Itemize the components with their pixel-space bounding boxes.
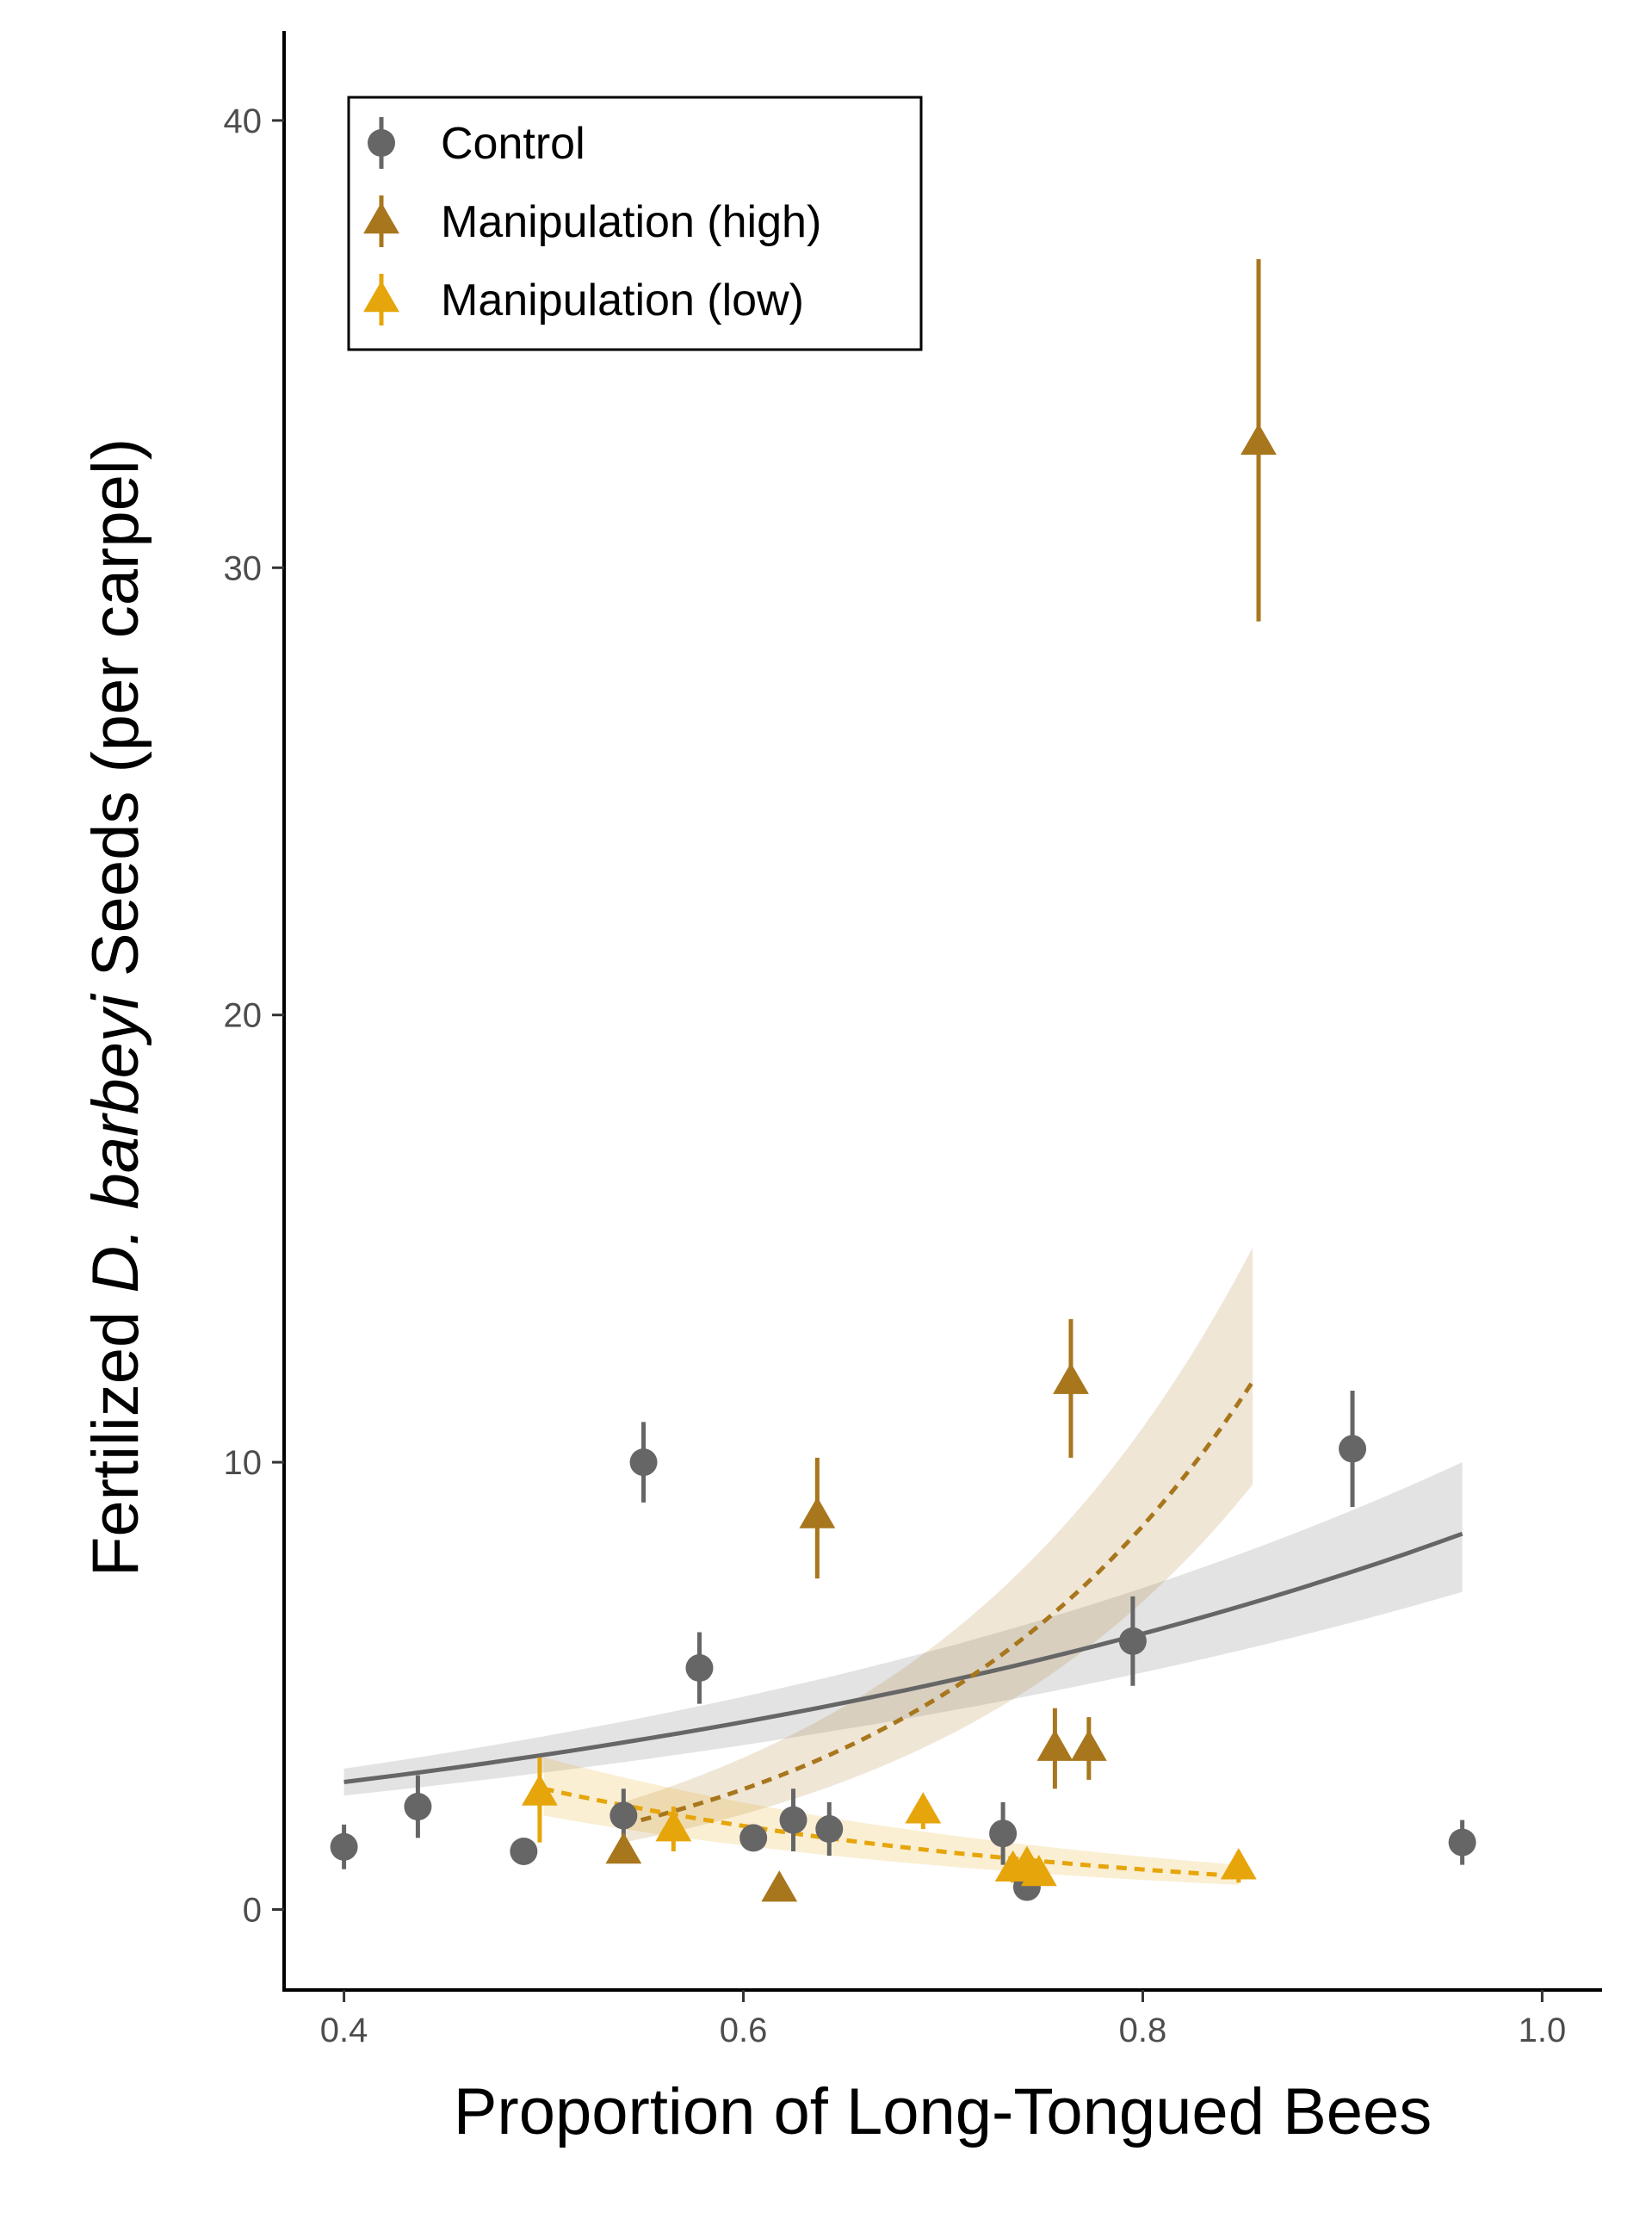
y-tick-label: 10 xyxy=(224,1444,263,1482)
y-ticks: 0 10 20 30 40 xyxy=(224,102,284,1930)
axes xyxy=(282,31,1602,1992)
legend-box xyxy=(347,96,923,351)
y-tick-label: 0 xyxy=(243,1892,262,1930)
confidence-ribbon-manipulation-high xyxy=(623,1247,1253,1843)
data-point-manipulation-low xyxy=(655,1810,692,1842)
data-point-control xyxy=(404,1793,432,1821)
data-point-control xyxy=(989,1820,1018,1848)
legend-key-manipulation-high xyxy=(363,202,399,234)
data-point-control xyxy=(739,1824,768,1852)
data-point-manipulation-high xyxy=(1070,1729,1107,1761)
data-point-manipulation-high xyxy=(605,1832,642,1864)
x-tick-label: 1.0 xyxy=(1519,2012,1567,2049)
data-point-control xyxy=(330,1832,358,1861)
data-point-control xyxy=(510,1837,538,1865)
data-point-manipulation-high xyxy=(1036,1729,1073,1761)
legend-key-manipulation-low xyxy=(363,281,399,313)
legend-label-manipulation-low: Manipulation (low) xyxy=(441,276,804,325)
data-point-manipulation-low xyxy=(522,1774,558,1806)
data-point-manipulation-high xyxy=(799,1497,836,1528)
legend-label-manipulation-high: Manipulation (high) xyxy=(441,197,821,247)
x-tick-label: 0.6 xyxy=(720,2012,768,2049)
fit-ribbons xyxy=(343,1247,1463,1885)
data-point-manipulation-low xyxy=(1020,1854,1057,1887)
fit-line-manipulation-low xyxy=(543,1786,1239,1879)
y-axis-title: Fertilized D. barbeyi Seeds (per carpel) xyxy=(79,438,152,1577)
y-axis-title-part-1: Fertilized xyxy=(79,1293,152,1577)
x-ticks: 0.4 0.6 0.8 1.0 xyxy=(320,1990,1566,2049)
x-axis-title: Proportion of Long-Tongued Bees xyxy=(454,2075,1432,2148)
x-tick-label: 0.4 xyxy=(320,2012,368,2049)
data-point-manipulation-high xyxy=(1053,1362,1089,1394)
y-tick-label: 40 xyxy=(224,102,263,140)
error-bars xyxy=(342,258,1465,1896)
data-point-manipulation-low xyxy=(905,1792,942,1824)
fit-line-control xyxy=(343,1531,1463,1784)
confidence-ribbon-manipulation-low xyxy=(543,1757,1239,1885)
fit-line-manipulation-high xyxy=(622,1380,1255,1827)
legend-key-control xyxy=(368,129,395,157)
y-axis-title-part-3: Seeds (per carpel) xyxy=(79,438,152,995)
y-tick-label: 20 xyxy=(224,997,263,1035)
data-markers xyxy=(330,423,1476,1902)
data-point-manipulation-low xyxy=(1220,1848,1257,1880)
data-point-control xyxy=(609,1801,638,1830)
data-point-control xyxy=(1118,1627,1147,1655)
y-tick-label: 30 xyxy=(224,549,263,587)
data-point-manipulation-high xyxy=(1241,423,1277,456)
data-point-control xyxy=(815,1815,844,1844)
legend: Control Manipulation (high) Manipulation (… xyxy=(347,96,923,351)
legend-label-control: Control xyxy=(441,119,585,169)
data-point-control xyxy=(629,1448,658,1477)
data-point-control xyxy=(779,1806,807,1834)
data-point-control xyxy=(685,1654,714,1683)
y-axis-title-part-2: D. barbeyi xyxy=(79,993,152,1293)
fit-lines xyxy=(343,1380,1463,1879)
data-point-control xyxy=(1448,1828,1476,1857)
data-point-manipulation-high xyxy=(761,1870,798,1902)
data-point-control xyxy=(1339,1435,1367,1463)
x-tick-label: 0.8 xyxy=(1119,2012,1167,2049)
confidence-ribbon-control xyxy=(343,1462,1463,1796)
